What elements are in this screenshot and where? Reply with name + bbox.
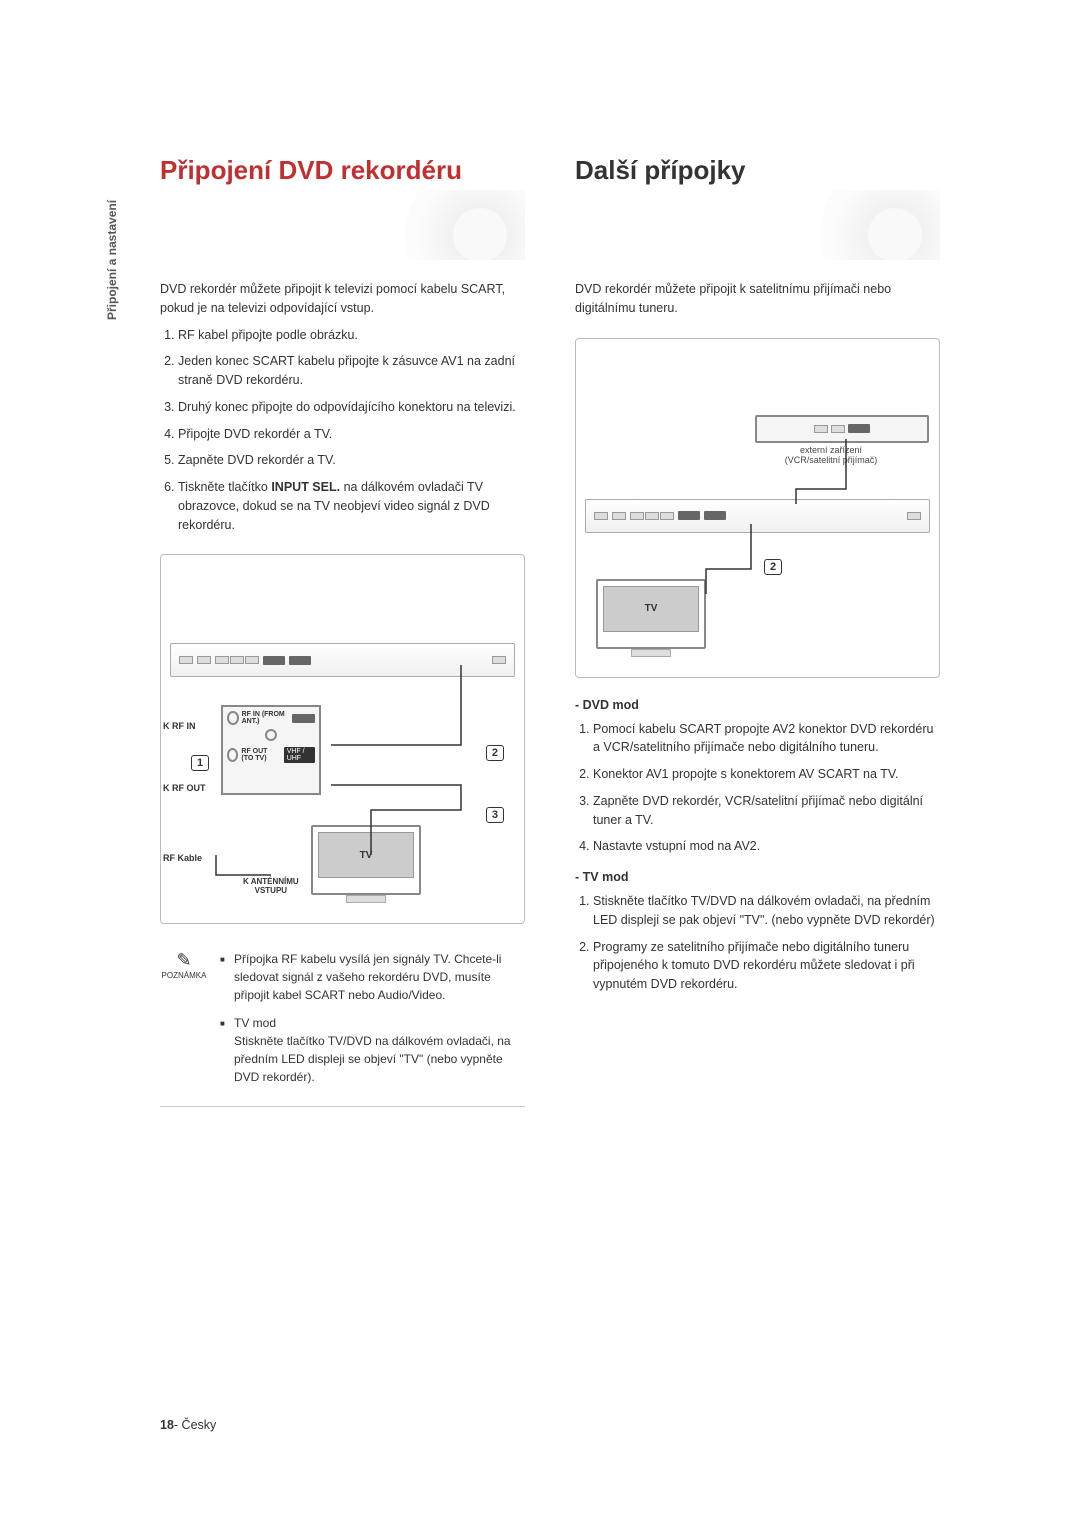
label-antenna: K ANTÉNNÍMUVSTUPU [243,877,299,895]
steps-left: RF kabel připojte podle obrázku. Jeden k… [160,326,525,535]
step: Připojte DVD rekordér a TV. [178,425,525,444]
step: Druhý konec připojte do odpovídajícího k… [178,398,525,417]
heading-left: Připojení DVD rekordéru [160,155,525,186]
pencil-icon: ✎ [160,950,208,971]
tv-illustration: TV [311,825,421,903]
diagram-left: RF IN (FROM ANT.) RF OUT (TO TV) VHF / U… [160,554,525,924]
step: Pomocí kabelu SCART propojte AV2 konekto… [593,720,940,758]
disc-graphic-right [575,190,940,260]
tv-mod-steps: Stiskněte tlačítko TV/DVD na dálkovém ov… [575,892,940,994]
label-rf-out: K RF OUT [163,783,206,793]
step: Zapněte DVD rekordér, VCR/satelitní přij… [593,792,940,830]
page-lang: - Česky [174,1418,216,1432]
note-item: TV modStiskněte tlačítko TV/DVD na dálko… [220,1014,525,1086]
step: Stiskněte tlačítko TV/DVD na dálkovém ov… [593,892,940,930]
dvd-back-panel [585,499,930,533]
callout-1: 1 [191,755,209,771]
dvd-back-panel [170,643,515,677]
note-item: Přípojka RF kabelu vysílá jen signály TV… [220,950,525,1004]
page-footer: 18- Česky [160,1418,216,1432]
external-device [755,415,929,443]
step: Tiskněte tlačítko INPUT SEL. na dálkovém… [178,478,525,534]
step: Nastavte vstupní mod na AV2. [593,837,940,856]
note-block: ✎ POZNÁMKA Přípojka RF kabelu vysílá jen… [160,944,525,1096]
external-device-caption: externí zařízení(VCR/satelitní přijímač) [751,445,911,465]
col-right: Další přípojky DVD rekordér můžete připo… [575,155,940,1117]
separator [160,1106,525,1107]
callout-2: 2 [764,559,782,575]
step: RF kabel připojte podle obrázku. [178,326,525,345]
tv-illustration: TV [596,579,706,657]
note-label: POZNÁMKA [162,971,207,980]
step: Zapněte DVD rekordér a TV. [178,451,525,470]
diagram-right: 1 externí zařízení(VCR/satelitní přijíma… [575,338,940,678]
col-left: Připojení DVD rekordéru DVD rekordér můž… [160,155,525,1117]
step: Konektor AV1 propojte s konektorem AV SC… [593,765,940,784]
step: Programy ze satelitního přijímače nebo d… [593,938,940,994]
intro-left: DVD rekordér můžete připojit k televizi … [160,280,525,318]
callout-3: 3 [486,807,504,823]
page-number: 18 [160,1418,174,1432]
callout-2: 2 [486,745,504,761]
heading-right: Další přípojky [575,155,940,186]
label-rf-cable: RF Kable [163,853,202,863]
step: Jeden konec SCART kabelu připojte k zásu… [178,352,525,390]
intro-right: DVD rekordér můžete připojit k satelitní… [575,280,940,318]
dvd-mod-title: - DVD mod [575,698,940,712]
rf-selector-box: RF IN (FROM ANT.) RF OUT (TO TV) VHF / U… [221,705,321,795]
side-tab-label: Připojení a nastavení [105,200,119,320]
tv-mod-title: - TV mod [575,870,940,884]
dvd-mod-steps: Pomocí kabelu SCART propojte AV2 konekto… [575,720,940,857]
disc-graphic-left [160,190,525,260]
label-rf-in: K RF IN [163,721,196,731]
